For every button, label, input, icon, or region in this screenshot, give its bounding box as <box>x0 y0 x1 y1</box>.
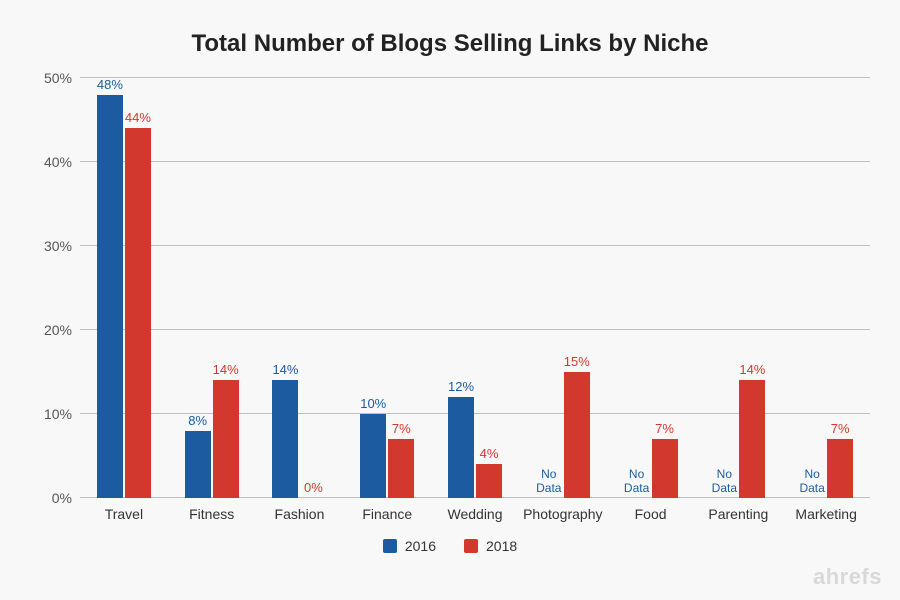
watermark: ahrefs <box>813 564 882 590</box>
bar: 14% <box>739 380 765 498</box>
y-tick-label: 10% <box>44 406 72 422</box>
bar: 14% <box>272 380 298 498</box>
x-tick-label: Food <box>607 506 695 522</box>
bar-value-label: 0% <box>304 480 323 498</box>
bar-group: 12%4% <box>431 78 519 498</box>
y-tick-label: 0% <box>52 490 72 506</box>
bar-group: 14% 0% <box>256 78 344 498</box>
legend-label-2018: 2018 <box>486 538 517 554</box>
x-tick-label: Travel <box>80 506 168 522</box>
chart-title: Total Number of Blogs Selling Links by N… <box>30 30 870 58</box>
legend-item-2016: 2016 <box>383 538 436 554</box>
bar-value-label: 7% <box>392 421 411 439</box>
bar: 44% <box>125 128 151 498</box>
y-tick-label: 50% <box>44 70 72 86</box>
bar: 14% <box>213 380 239 498</box>
bar-group: NoData7% <box>782 78 870 498</box>
x-tick-label: Parenting <box>694 506 782 522</box>
bar-value-label: 7% <box>655 421 674 439</box>
y-tick-label: 20% <box>44 322 72 338</box>
bar-group: NoData15% <box>519 78 607 498</box>
bar-value-label: 8% <box>188 413 207 431</box>
chart-container: Total Number of Blogs Selling Links by N… <box>0 0 900 600</box>
y-tick-label: 40% <box>44 154 72 170</box>
nodata-label: NoData <box>624 468 649 496</box>
nodata-label: NoData <box>799 468 824 496</box>
x-tick-label: Finance <box>343 506 431 522</box>
x-tick-label: Photography <box>519 506 607 522</box>
bar: 8% <box>185 431 211 498</box>
bar-value-label: 14% <box>213 362 239 380</box>
legend-swatch-2016 <box>383 539 397 553</box>
y-axis: 0%10%20%30%40%50% <box>30 78 80 498</box>
bar-value-label: 10% <box>360 396 386 414</box>
x-tick-label: Fashion <box>256 506 344 522</box>
legend-label-2016: 2016 <box>405 538 436 554</box>
bar: 15% <box>564 372 590 498</box>
bar-group: NoData7% <box>607 78 695 498</box>
bar: 10% <box>360 414 386 498</box>
legend-swatch-2018 <box>464 539 478 553</box>
bar-value-label: 14% <box>272 362 298 380</box>
bar-value-label: 14% <box>739 362 765 380</box>
plot-area: 0%10%20%30%40%50% 48%44%8%14%14%0%10%7%1… <box>30 78 870 498</box>
bar-group: 48%44% <box>80 78 168 498</box>
bar: 7% <box>388 439 414 498</box>
bar: 7% <box>652 439 678 498</box>
legend: 2016 2018 <box>30 538 870 554</box>
bars-region: 48%44%8%14%14%0%10%7%12%4%NoData15%NoDat… <box>80 78 870 498</box>
bar: 12% <box>448 397 474 498</box>
nodata-label: NoData <box>712 468 737 496</box>
bar: 7% <box>827 439 853 498</box>
bar: 4% <box>476 464 502 498</box>
x-tick-label: Marketing <box>782 506 870 522</box>
bar: 48% <box>97 95 123 498</box>
bar-value-label: 12% <box>448 379 474 397</box>
bar-value-label: 48% <box>97 77 123 95</box>
bar-group: 10%7% <box>343 78 431 498</box>
x-tick-label: Fitness <box>168 506 256 522</box>
x-axis: TravelFitnessFashionFinanceWeddingPhotog… <box>80 506 870 522</box>
legend-item-2018: 2018 <box>464 538 517 554</box>
nodata-label: NoData <box>536 468 561 496</box>
x-tick-label: Wedding <box>431 506 519 522</box>
bar-value-label: 44% <box>125 110 151 128</box>
y-tick-label: 30% <box>44 238 72 254</box>
bar-group: NoData14% <box>694 78 782 498</box>
bar-value-label: 4% <box>480 446 499 464</box>
bar-value-label: 15% <box>564 354 590 372</box>
bar-group: 8%14% <box>168 78 256 498</box>
bar-value-label: 7% <box>831 421 850 439</box>
